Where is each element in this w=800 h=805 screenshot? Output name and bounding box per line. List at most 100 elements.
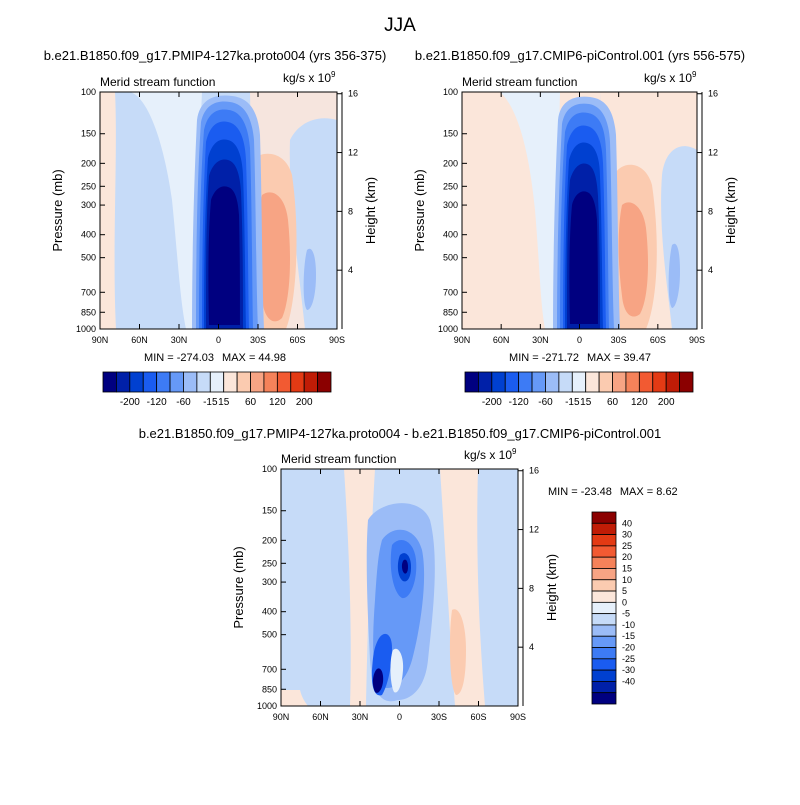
y-tick-label: 200: [443, 158, 458, 168]
x-tick-label: 90S: [510, 712, 526, 722]
y-tick-label: 850: [262, 684, 277, 694]
colorbar-box: [156, 371, 171, 393]
y-tick-label: 150: [443, 129, 458, 139]
panel-b-colorbar: -200 -120 -60 -15 15 60 120 200: [464, 371, 694, 408]
panel-b-stats: MIN = -271.72 MAX = 39.47: [509, 352, 651, 364]
x-tick-label: 90N: [92, 335, 109, 345]
colorbar-box: [591, 511, 617, 524]
y-tick-label: 300: [81, 200, 96, 210]
colorbar-label: -15: [203, 397, 218, 408]
colorbar-box: [545, 371, 560, 393]
panel-b-axes: 90N 60N 30N 0 30S 60S 90S 100 150 200 250 300 400 500…: [412, 87, 738, 345]
colorbar-box: [504, 371, 520, 393]
colorbar-label: -120: [147, 397, 167, 408]
y-tick-label: 200: [262, 535, 277, 545]
colorbar-box: [591, 579, 617, 592]
colorbar-label: -120: [509, 397, 529, 408]
colorbar-label: 15: [622, 563, 632, 573]
colorbar-label: 15: [580, 397, 592, 408]
y-tick-label: 500: [262, 630, 277, 640]
colorbar-box: [591, 681, 617, 694]
y-tick-label: 300: [262, 577, 277, 587]
y-tick-label: 700: [81, 287, 96, 297]
colorbar-box: [491, 371, 506, 393]
y2-tick-label: 4: [348, 265, 353, 275]
y2-axis-label: Height (km): [544, 554, 559, 621]
panel-a-contour-negative-200: [208, 186, 240, 325]
x-tick-label: 60S: [289, 335, 305, 345]
panel-diff-contour-positive-corner: [281, 690, 308, 706]
x-tick-label: 0: [577, 335, 582, 345]
panel-diff-contour-positive-lower: [390, 648, 404, 693]
colorbar-box: [591, 601, 617, 615]
colorbar-label: 30: [622, 530, 632, 540]
colorbar-box: [591, 534, 617, 547]
y-tick-label: 300: [443, 200, 458, 210]
panel-b-title: b.e21.B1850.f09_g17.CMIP6-piControl.001 …: [415, 48, 745, 63]
colorbar-label: 200: [296, 397, 313, 408]
y-tick-label: 100: [443, 87, 458, 97]
panel-diff-contour-positive-inner: [449, 609, 466, 695]
colorbar-box: [625, 371, 640, 393]
panel-a-left-string: Merid stream function: [100, 75, 215, 89]
colorbar-box: [531, 371, 546, 393]
colorbar-label: -15: [622, 631, 635, 641]
panel-b-contour-positive-sh-60: [618, 202, 648, 317]
colorbar-label: -200: [120, 397, 140, 408]
y-tick-label: 700: [443, 287, 458, 297]
colorbar-box: [585, 371, 600, 393]
panel-a-contours: [100, 92, 337, 329]
colorbar-box: [638, 371, 654, 393]
y-tick-label: 150: [262, 506, 277, 516]
x-tick-label: 60S: [650, 335, 666, 345]
x-tick-label: 60N: [131, 335, 148, 345]
colorbar-label: -5: [622, 609, 630, 619]
colorbar-box: [612, 371, 627, 393]
panel-diff-units: kg/s x 109: [464, 447, 517, 462]
panel-a: b.e21.B1850.f09_g17.PMIP4-127ka.proto004…: [44, 48, 387, 408]
y2-tick-label: 12: [529, 525, 539, 535]
y-tick-label: 850: [81, 307, 96, 317]
x-tick-label: 60N: [312, 712, 329, 722]
y-tick-label: 150: [81, 129, 96, 139]
colorbar-label: -60: [176, 397, 191, 408]
y-tick-label: 100: [262, 464, 277, 474]
colorbar-label: 40: [622, 518, 632, 528]
colorbar-box: [591, 669, 617, 682]
x-tick-label: 90S: [329, 335, 345, 345]
colorbar-label: -10: [622, 620, 635, 630]
panel-diff-contour-negative-lower-core: [372, 668, 384, 693]
colorbar-box: [518, 371, 533, 393]
colorbar-box: [169, 371, 184, 393]
colorbar-box: [591, 590, 617, 603]
x-tick-label: 60N: [493, 335, 510, 345]
panel-b-contour-negative-200: [569, 191, 598, 324]
panel-a-contour-negative-sh: [303, 248, 316, 310]
y-tick-label: 250: [262, 558, 277, 568]
colorbar-label: -30: [622, 665, 635, 675]
panel-diff-title: b.e21.B1850.f09_g17.PMIP4-127ka.proto004…: [139, 426, 662, 441]
panel-a-contour-positive-sh-60: [258, 192, 290, 322]
panel-b-contour-negative-sh: [668, 243, 680, 308]
y2-tick-label: 16: [348, 89, 358, 99]
x-tick-label: 60S: [470, 712, 486, 722]
colorbar-box: [102, 371, 117, 393]
panel-a-title: b.e21.B1850.f09_g17.PMIP4-127ka.proto004…: [44, 48, 387, 63]
y-axis-label: Pressure (mb): [412, 169, 427, 251]
colorbar-box: [591, 568, 617, 581]
colorbar-box: [665, 371, 680, 393]
colorbar-box: [591, 692, 617, 705]
y-tick-label: 200: [81, 158, 96, 168]
y2-tick-label: 16: [708, 89, 718, 99]
colorbar-box: [464, 371, 479, 393]
panel-b: b.e21.B1850.f09_g17.CMIP6-piControl.001 …: [412, 48, 745, 408]
panel-a-contour-positive-nh: [100, 92, 116, 329]
colorbar-label: -20: [622, 643, 635, 653]
y-tick-label: 1000: [257, 701, 277, 711]
colorbar-box: [591, 522, 617, 535]
colorbar-label: 200: [658, 397, 675, 408]
colorbar-box: [250, 371, 265, 393]
colorbar-box: [290, 371, 305, 393]
panel-diff-contour-positive-left: [340, 469, 375, 706]
colorbar-box: [571, 371, 587, 393]
